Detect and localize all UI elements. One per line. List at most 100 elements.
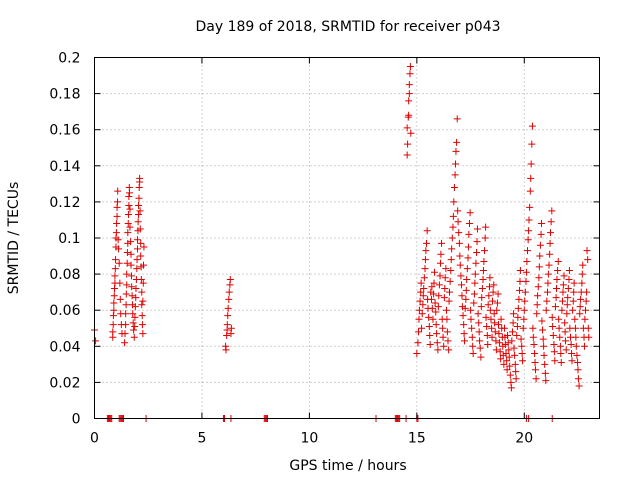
data-point	[504, 339, 512, 347]
data-point	[556, 333, 564, 341]
data-point	[437, 250, 445, 258]
data-point	[132, 294, 140, 302]
data-point	[538, 317, 546, 325]
data-point	[131, 322, 139, 330]
x-tick-label: 5	[197, 431, 206, 447]
data-point	[111, 265, 119, 273]
data-point	[544, 270, 552, 278]
data-point	[460, 330, 468, 338]
data-point	[110, 299, 118, 307]
data-point	[475, 328, 483, 336]
data-point	[506, 362, 514, 370]
data-point	[500, 360, 508, 368]
data-point	[577, 295, 585, 303]
y-tick-label: 0.12	[49, 195, 80, 211]
data-point	[562, 346, 570, 354]
data-point	[123, 270, 131, 278]
data-point	[123, 281, 131, 289]
data-point	[528, 122, 536, 130]
data-point	[225, 295, 233, 303]
data-point	[423, 239, 431, 247]
data-point	[471, 279, 479, 287]
data-point	[490, 281, 498, 289]
data-point	[473, 225, 481, 233]
data-point	[513, 331, 521, 339]
data-point	[515, 295, 523, 303]
data-point	[470, 299, 478, 307]
data-point	[425, 322, 433, 330]
data-point	[131, 303, 139, 311]
data-point	[138, 301, 146, 309]
data-point	[491, 319, 499, 327]
data-point	[222, 346, 230, 354]
data-point	[445, 297, 453, 305]
data-point	[569, 297, 577, 305]
data-point	[555, 324, 563, 332]
data-point	[112, 256, 120, 264]
y-axis-label: SRMTID / TECUs	[6, 182, 22, 295]
data-point	[227, 324, 235, 332]
data-point	[224, 304, 232, 312]
data-point	[124, 211, 132, 219]
data-point	[126, 223, 134, 231]
data-point	[458, 281, 466, 289]
data-point	[428, 283, 436, 291]
data-point	[420, 274, 428, 282]
points-layer	[91, 63, 593, 422]
data-point	[464, 243, 472, 251]
data-point	[127, 272, 135, 280]
data-point	[109, 321, 117, 329]
data-point	[549, 322, 557, 330]
data-point	[466, 209, 474, 217]
data-point	[442, 306, 450, 314]
data-point	[139, 279, 147, 287]
data-point	[510, 344, 518, 352]
data-point	[476, 344, 484, 352]
data-point	[576, 310, 584, 318]
x-axis-label: GPS time / hours	[289, 458, 406, 474]
data-point	[535, 263, 543, 271]
data-point	[441, 274, 449, 282]
data-point	[554, 257, 562, 265]
data-point	[563, 301, 571, 309]
data-point	[542, 377, 550, 385]
data-point	[548, 313, 556, 321]
data-point	[567, 340, 575, 348]
data-point	[517, 335, 525, 343]
data-point	[523, 257, 531, 265]
data-point	[137, 252, 145, 260]
data-point	[469, 350, 477, 358]
data-point	[450, 183, 458, 191]
data-point	[508, 328, 516, 336]
data-point	[137, 276, 145, 284]
data-point	[121, 330, 129, 338]
data-point	[510, 310, 518, 318]
data-point	[479, 276, 487, 284]
data-point	[414, 339, 422, 347]
data-point	[428, 304, 436, 312]
data-point	[481, 234, 489, 242]
data-point	[443, 315, 451, 323]
data-point	[467, 306, 475, 314]
data-point	[551, 303, 559, 311]
y-tick-label: 0.08	[49, 267, 80, 283]
data-point	[511, 360, 519, 368]
data-point	[536, 241, 544, 249]
data-point	[543, 297, 551, 305]
data-point	[130, 326, 138, 334]
data-point	[426, 331, 434, 339]
data-point	[128, 283, 136, 291]
data-point	[434, 346, 442, 354]
ticks-layer: 0 5 10 15 20 0 0.02 0.04 0.06 0.08 0.1 0.12 0.14 0.16…	[49, 51, 600, 447]
data-point	[583, 247, 591, 255]
data-point	[135, 202, 143, 210]
data-point	[501, 324, 509, 332]
data-point	[580, 342, 588, 350]
data-point	[126, 205, 134, 213]
data-point	[584, 256, 592, 264]
x-tick-label: 0	[90, 431, 99, 447]
data-point	[449, 223, 457, 231]
data-point	[526, 187, 534, 195]
x-tick-label: 10	[300, 431, 318, 447]
data-point	[455, 229, 463, 237]
